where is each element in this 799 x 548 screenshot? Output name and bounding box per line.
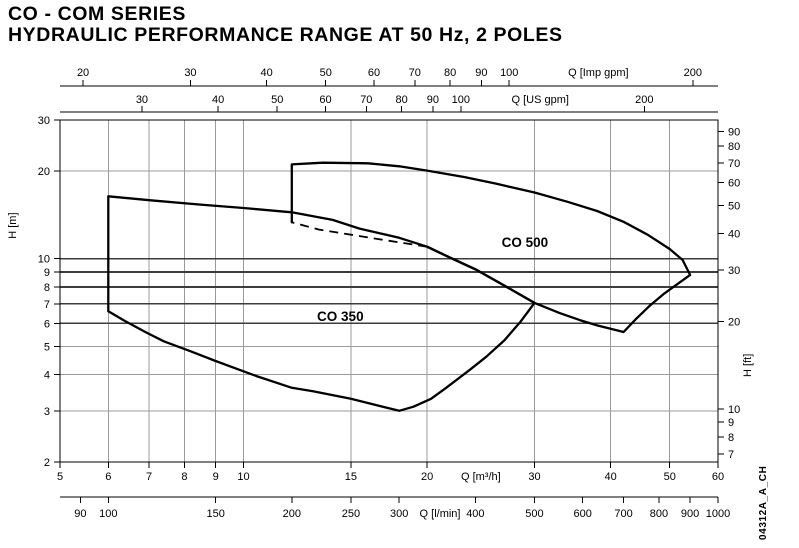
tick-label: 9: [44, 267, 50, 279]
tick-label: 30: [728, 265, 740, 277]
tick-label: 600: [574, 508, 592, 520]
tick-label: 70: [728, 158, 740, 170]
tick-label: 60: [728, 178, 740, 190]
axis-unit-label: H [m]: [7, 212, 19, 238]
tick-label: 50: [271, 94, 283, 106]
axis-unit-label: Q [l/min]: [420, 508, 461, 520]
tick-label: 70: [360, 94, 372, 106]
tick-label: 250: [342, 508, 360, 520]
tick-label: 700: [614, 508, 632, 520]
page-title: CO - COM SERIES HYDRAULIC PERFORMANCE RA…: [8, 4, 563, 46]
tick-label: 60: [368, 67, 380, 79]
y-axis-h_m: 2 3 4 5 6 7 8 910 20 30 H [m]: [7, 115, 60, 469]
tick-label: 2: [44, 457, 50, 469]
tick-label: 10: [237, 471, 249, 483]
tick-label: 5: [44, 341, 50, 353]
tick-label: 90: [427, 94, 439, 106]
tick-label: 10: [728, 404, 740, 416]
title-line-2: HYDRAULIC PERFORMANCE RANGE AT 50 Hz, 2 …: [8, 24, 563, 46]
tick-label: 40: [728, 229, 740, 241]
tick-label: 400: [466, 508, 484, 520]
tick-label: 90: [728, 126, 740, 138]
tick-label: 90: [475, 67, 487, 79]
axis-unit-label: Q [m³/h]: [461, 471, 501, 483]
tick-label: 20: [421, 471, 433, 483]
tick-label: 100: [99, 508, 117, 520]
tick-label: 8: [728, 432, 734, 444]
series-label: CO 350: [317, 309, 364, 324]
tick-label: 30: [38, 115, 50, 127]
tick-label: 8: [181, 471, 187, 483]
tick-label: 70: [409, 67, 421, 79]
tick-label: 20: [728, 316, 740, 328]
tick-label: 50: [664, 471, 676, 483]
tick-label: 150: [206, 508, 224, 520]
tick-label: 15: [345, 471, 357, 483]
tick-label: 6: [105, 471, 111, 483]
tick-label: 50: [320, 67, 332, 79]
tick-label: 9: [728, 417, 734, 429]
gridlines: [60, 120, 718, 462]
tick-label: 60: [319, 94, 331, 106]
axis-unit-label: Q [US gpm]: [511, 94, 568, 106]
tick-label: 40: [212, 94, 224, 106]
envelope-outline: [107, 195, 536, 412]
tick-label: 100: [500, 67, 518, 79]
tick-label: 6: [44, 318, 50, 330]
tick-label: 900: [681, 508, 699, 520]
tick-label: 30: [528, 471, 540, 483]
envelope-co500: CO 500: [290, 161, 692, 334]
tick-label: 7: [146, 471, 152, 483]
tick-label: 5: [57, 471, 63, 483]
tick-label: 7: [728, 449, 734, 461]
axis-unit-label: Q [Imp gpm]: [568, 67, 629, 79]
tick-label: 30: [184, 67, 196, 79]
envelope-co350: CO 350: [107, 195, 536, 412]
tick-label: 10: [38, 254, 50, 266]
x-axis-l_min: 90 100 150 200 250 300 400 500 600 700 800 900 1000 Q…: [60, 496, 730, 520]
tick-label: 20: [77, 67, 89, 79]
y-axis-h_ft: 7 8 910 20 30 40 50 60 70 80 90 H [ft]: [718, 126, 754, 461]
tick-label: 100: [452, 94, 470, 106]
tick-label: 40: [605, 471, 617, 483]
tick-label: 9: [213, 471, 219, 483]
axis-unit-label: H [ft]: [742, 354, 754, 377]
tick-label: 800: [650, 508, 668, 520]
title-line-1: CO - COM SERIES: [8, 3, 187, 25]
tick-label: 500: [525, 508, 543, 520]
x-axis-m3h: 5 6 7 8 9 10 15 20 30 40 50 60 Q [m³/h]: [57, 462, 724, 483]
tick-label: 3: [44, 406, 50, 418]
tick-label: 50: [728, 201, 740, 213]
tick-label: 200: [635, 94, 653, 106]
tick-label: 7: [44, 299, 50, 311]
tick-label: 1000: [706, 508, 730, 520]
tick-label: 80: [444, 67, 456, 79]
tick-label: 80: [728, 141, 740, 153]
tick-label: 300: [390, 508, 408, 520]
tick-label: 200: [283, 508, 301, 520]
tick-label: 30: [136, 94, 148, 106]
series-label: CO 500: [502, 235, 549, 250]
tick-label: 80: [396, 94, 408, 106]
tick-label: 90: [74, 508, 86, 520]
tick-label: 40: [260, 67, 272, 79]
tick-label: 60: [712, 471, 724, 483]
tick-label: 20: [38, 166, 50, 178]
tick-label: 8: [44, 282, 50, 294]
x-axis-us_gpm: 30 40 50 60 70 80 90 100 200 Q [US gpm]: [60, 94, 718, 113]
x-axis-imp_gpm: 20 30 40 50 60 70 80 90 100 200 Q [Imp gpm]: [60, 67, 718, 87]
envelope-outline: [290, 161, 692, 334]
tick-label: 200: [684, 67, 702, 79]
tick-label: 4: [44, 369, 50, 381]
envelope-outline-dashed: [291, 221, 428, 248]
plot-frame: [59, 119, 719, 463]
drawing-code: 04312A_A_CH: [758, 466, 769, 540]
